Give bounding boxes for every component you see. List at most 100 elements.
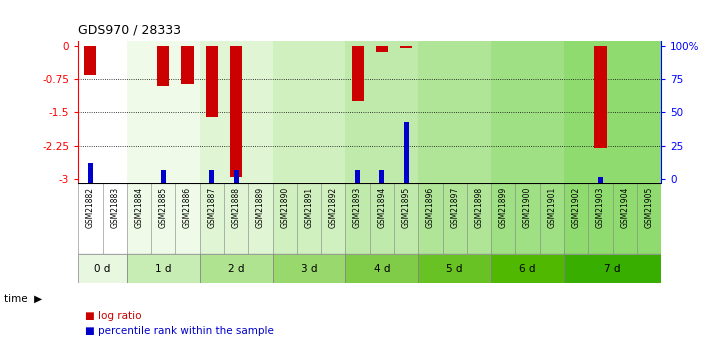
Bar — [127, 184, 151, 255]
Bar — [346, 255, 418, 283]
Bar — [88, 163, 92, 184]
Bar — [127, 41, 151, 184]
Bar — [355, 170, 360, 184]
Bar — [589, 41, 613, 184]
Bar — [151, 41, 176, 184]
Bar — [209, 170, 214, 184]
Bar — [540, 184, 564, 255]
Bar — [161, 170, 166, 184]
Bar — [404, 121, 409, 184]
Text: GSM21900: GSM21900 — [523, 187, 532, 228]
Bar — [78, 184, 102, 255]
Bar — [85, 46, 97, 75]
Bar — [564, 255, 661, 283]
Bar — [102, 184, 127, 255]
Text: GSM21889: GSM21889 — [256, 187, 265, 228]
Bar — [127, 255, 200, 283]
Bar — [491, 41, 515, 184]
Bar — [321, 41, 346, 184]
Bar — [297, 41, 321, 184]
Bar — [297, 184, 321, 255]
Bar — [564, 184, 589, 255]
Bar — [102, 41, 127, 184]
Bar — [205, 46, 218, 117]
Bar — [248, 184, 272, 255]
Bar — [272, 255, 346, 283]
Text: GSM21888: GSM21888 — [232, 187, 240, 228]
Bar — [224, 41, 248, 184]
Bar — [224, 184, 248, 255]
Bar — [234, 170, 238, 184]
Text: 0 d: 0 d — [95, 264, 111, 274]
Bar — [589, 184, 613, 255]
Text: 2 d: 2 d — [228, 264, 245, 274]
Bar — [230, 46, 242, 177]
Bar — [321, 184, 346, 255]
Bar — [418, 41, 442, 184]
Text: GSM21892: GSM21892 — [328, 187, 338, 228]
Bar — [394, 41, 418, 184]
Bar — [394, 184, 418, 255]
Text: GSM21891: GSM21891 — [304, 187, 314, 228]
Text: GSM21905: GSM21905 — [645, 187, 653, 228]
Text: time  ▶: time ▶ — [4, 294, 42, 303]
Bar — [351, 46, 363, 101]
Text: 7 d: 7 d — [604, 264, 621, 274]
Bar — [598, 177, 603, 184]
Text: GSM21901: GSM21901 — [547, 187, 557, 228]
Text: 5 d: 5 d — [447, 264, 463, 274]
Bar — [613, 41, 637, 184]
Text: ■ log ratio: ■ log ratio — [85, 311, 141, 321]
Bar — [491, 255, 564, 283]
Text: GSM21885: GSM21885 — [159, 187, 168, 228]
Bar — [272, 184, 297, 255]
Bar — [151, 184, 176, 255]
Bar — [380, 170, 384, 184]
Text: GSM21895: GSM21895 — [402, 187, 411, 228]
Text: GSM21903: GSM21903 — [596, 187, 605, 228]
Text: GSM21887: GSM21887 — [208, 187, 216, 228]
Bar — [491, 184, 515, 255]
Bar — [637, 41, 661, 184]
Bar — [200, 184, 224, 255]
Bar — [400, 46, 412, 48]
Bar — [157, 46, 169, 86]
Bar — [540, 41, 564, 184]
Bar — [376, 46, 388, 52]
Text: 6 d: 6 d — [519, 264, 536, 274]
Bar — [370, 184, 394, 255]
Bar — [346, 41, 370, 184]
Bar — [176, 184, 200, 255]
Text: GSM21883: GSM21883 — [110, 187, 119, 228]
Bar — [467, 184, 491, 255]
Text: GSM21897: GSM21897 — [450, 187, 459, 228]
Text: GSM21882: GSM21882 — [86, 187, 95, 228]
Text: GSM21884: GSM21884 — [134, 187, 144, 228]
Bar — [200, 41, 224, 184]
Bar — [515, 41, 540, 184]
Text: GSM21898: GSM21898 — [474, 187, 483, 228]
Bar — [181, 46, 193, 83]
Bar — [418, 184, 442, 255]
Bar — [637, 184, 661, 255]
Bar — [442, 41, 467, 184]
Bar — [346, 184, 370, 255]
Bar — [515, 184, 540, 255]
Bar — [613, 184, 637, 255]
Text: GSM21893: GSM21893 — [353, 187, 362, 228]
Bar — [370, 41, 394, 184]
Bar — [248, 41, 272, 184]
Text: GDS970 / 28333: GDS970 / 28333 — [78, 23, 181, 36]
Bar — [418, 255, 491, 283]
Bar — [564, 41, 589, 184]
Bar — [272, 41, 297, 184]
Text: GSM21902: GSM21902 — [572, 187, 581, 228]
Bar — [594, 46, 606, 148]
Bar — [78, 255, 127, 283]
Text: GSM21886: GSM21886 — [183, 187, 192, 228]
Bar — [176, 41, 200, 184]
Text: GSM21899: GSM21899 — [499, 187, 508, 228]
Text: GSM21890: GSM21890 — [280, 187, 289, 228]
Bar — [467, 41, 491, 184]
Bar — [200, 255, 272, 283]
